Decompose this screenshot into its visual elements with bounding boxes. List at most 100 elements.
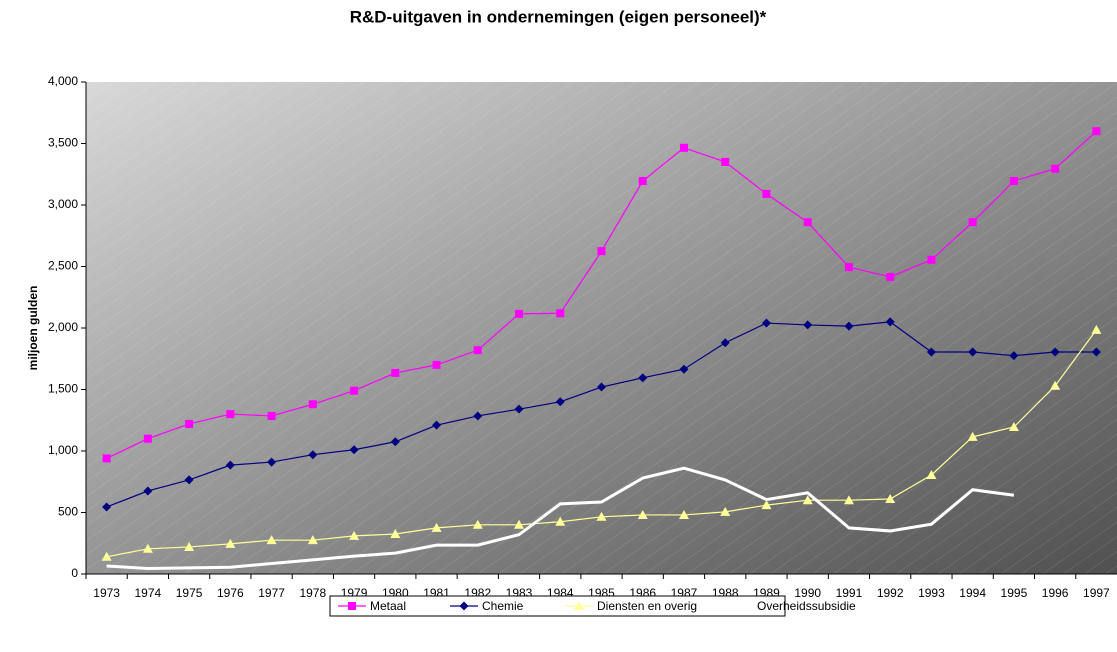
marker [308,400,317,409]
marker [761,500,772,510]
y-tick-label: 1,000 [48,443,78,457]
marker [555,397,565,407]
marker [968,218,977,227]
marker [185,419,194,428]
marker [597,382,606,392]
plot-hatch [86,82,1117,574]
marker [266,535,277,545]
x-tick-label: 1975 [176,586,203,600]
marker [225,460,235,470]
marker [348,602,356,610]
marker [926,469,937,479]
legend-swatch-bg [723,602,755,610]
y-tick-label: 3,000 [48,197,78,211]
marker [267,457,277,467]
y-tick-label: 0 [71,566,78,580]
marker [225,538,236,548]
marker [472,519,483,529]
x-tick-label: 1993 [918,586,945,600]
marker [555,516,566,526]
x-tick-label: 1978 [299,586,326,600]
x-tick-label: 1976 [217,586,244,600]
marker [1051,164,1060,173]
marker [844,321,854,331]
marker [515,309,524,318]
marker [679,143,688,152]
marker [1091,324,1102,334]
chart-title: R&D-uitgaven in ondernemingen (eigen per… [350,7,767,26]
marker [802,495,813,505]
marker [459,601,469,611]
x-tick-label: 1977 [258,586,285,600]
marker [885,317,895,327]
marker [803,218,812,227]
marker [1050,380,1061,390]
marker [184,541,195,551]
marker [391,368,400,377]
x-tick-label: 1994 [959,586,986,600]
marker [143,434,152,443]
marker [473,411,483,421]
marker [679,364,689,374]
marker [721,157,730,166]
marker [574,601,584,610]
marker [885,493,896,503]
marker [803,320,813,330]
x-tick-label: 1996 [1042,586,1069,600]
marker [1091,347,1101,357]
marker [720,506,731,516]
marker [226,410,235,419]
marker [184,475,194,485]
marker [1008,422,1019,432]
marker [762,189,771,198]
marker [308,450,318,460]
marker [101,551,112,561]
x-tick-label: 1995 [1001,586,1028,600]
marker [761,318,771,328]
marker [1009,351,1019,361]
marker [473,346,482,355]
y-tick-label: 4,000 [48,74,78,88]
marker [102,454,111,463]
marker [390,529,401,539]
legend-box [329,595,786,617]
marker [844,263,853,272]
y-tick-label: 1,500 [48,382,78,396]
marker [307,535,318,545]
marker [638,373,648,383]
x-tick-label: 1974 [135,586,162,600]
marker [349,530,360,540]
marker [556,309,565,318]
legend-label: Metaal [370,599,406,613]
x-tick-label: 1991 [836,586,863,600]
marker [1092,127,1101,136]
marker [927,255,936,264]
y-tick-label: 3,500 [48,136,78,150]
legend-label: Overheidssubsidie [757,599,856,613]
marker [967,431,978,441]
marker [142,543,153,553]
legend-label: Chemie [482,599,524,613]
marker [678,509,689,519]
marker [886,272,895,281]
x-tick-label: 1990 [794,586,821,600]
y-axis-label: miljoen gulden [26,286,40,371]
y-tick-label: 2,000 [48,320,78,334]
marker [350,386,359,395]
y-tick-label: 500 [58,505,78,519]
marker [432,420,442,430]
marker [349,445,359,455]
marker [637,509,648,519]
marker [267,411,276,420]
marker [102,502,112,512]
marker [514,519,525,529]
marker [514,404,524,414]
marker [720,338,730,348]
marker [968,347,978,357]
marker [143,486,153,496]
legend-label: Diensten en overig [597,599,697,613]
marker [390,437,400,447]
marker [431,522,442,532]
marker [926,347,936,357]
x-tick-label: 1992 [877,586,904,600]
